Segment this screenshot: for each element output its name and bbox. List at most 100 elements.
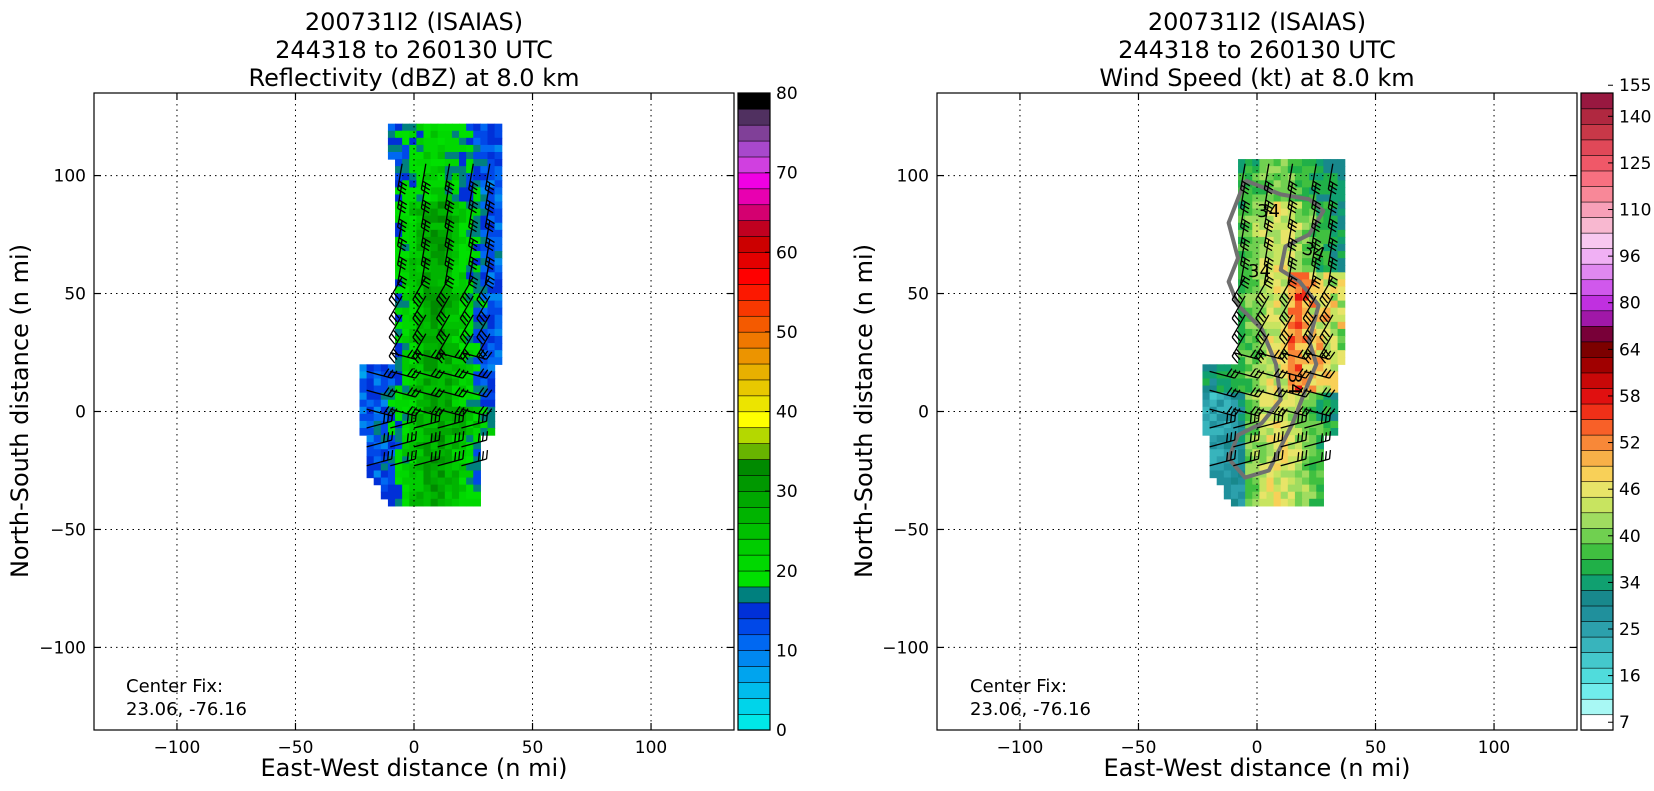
wind-barb [1280,387,1312,398]
wind-barb [459,276,474,307]
colorbar-tick-label: 80 [776,84,798,104]
wind-barb [1327,201,1338,233]
x-tick-label: 50 [522,738,544,758]
wind-barb [412,276,427,307]
panel-reflectivity: 200731I2 (ISAIAS) 244318 to 260130 UTC R… [6,8,798,782]
colorbar-segment [737,140,771,158]
wind-barb [1209,368,1241,379]
colorbar-segment [737,204,771,222]
colorbar-reflectivity: 0 10 20 30 40 50 60 70 80 [737,84,798,741]
contour-label: 34 [1257,201,1280,222]
wind-barb [444,201,455,233]
wind-barb [366,431,394,448]
wind-barb [1319,295,1334,326]
colorbar-segment [1580,279,1614,296]
colorbar-tick-label: 16 [1619,667,1641,687]
y-tick-label: 0 [75,403,86,423]
wind-barb [1209,387,1241,398]
wind-barb [461,450,489,467]
wind-barb [388,276,403,307]
wind-barb [1311,220,1322,252]
colorbar-segment [1580,123,1614,141]
wind-barb [1263,182,1274,214]
colorbar-segment [737,315,771,333]
wind-barb [420,182,431,214]
colorbar-segment [737,634,771,651]
wind-barb [1304,450,1332,467]
wind-barb [1233,387,1265,398]
wind-barb [366,368,398,379]
colorbar-segment [1580,698,1614,716]
wind-barb [437,431,465,448]
wind-barb [1311,163,1322,195]
wind-barb [366,450,394,467]
colorbar-tick-label: 155 [1619,76,1651,96]
colorbar-segment [1580,170,1614,187]
colorbar-segment [737,490,771,508]
x-tick-label: −50 [1121,738,1157,758]
y-tick-label: −100 [882,638,929,658]
wind-barb [476,314,491,345]
wind-barb [1239,220,1251,252]
wind-barb [461,431,489,448]
colorbar-segment [1580,636,1614,653]
colorbar-tick-label: 46 [1619,480,1641,500]
wind-barb [413,368,445,379]
colorbar-segment [737,395,771,413]
wind-barb [1311,201,1322,233]
colorbar-segment [737,267,771,285]
colorbar-segment [1580,232,1614,249]
wind-barb [1311,182,1322,214]
wind-barb [468,239,479,271]
wind-barb [1278,314,1294,345]
wind-barb [396,239,408,271]
y-tick-label: 0 [918,403,929,423]
wind-barb [413,450,441,467]
colorbar-tick-label: 30 [776,482,798,502]
wind-barb [484,258,495,289]
wind-barb [1256,387,1288,398]
wind-barb [444,220,455,252]
wind-barb [468,258,479,289]
colorbar-segment [737,665,771,683]
wind-barb [468,220,479,252]
y-tick-label: 50 [64,285,86,305]
colorbar-segment [1580,589,1614,607]
center-fix-value: 23.06, -76.16 [970,699,1091,720]
wind-barbs [366,163,495,467]
colorbar-segment [737,458,771,476]
wind-barb [413,387,445,398]
colorbar-segment [737,602,771,620]
wind-barb [1239,201,1251,233]
colorbar-tick-label: 110 [1619,201,1651,221]
colorbar-segment [737,220,771,237]
wind-barb [461,368,493,379]
colorbar-segment [737,283,771,301]
wind-barb [390,450,417,467]
wind-barb [459,295,474,326]
colorbar-segment [737,522,771,540]
title-line-2: 244318 to 260130 UTC [1118,36,1396,64]
wind-barb [1263,201,1274,233]
wind-barb [1280,412,1308,429]
colorbar-tick-label: 34 [1619,573,1641,593]
wind-barb [390,412,417,429]
wind-barb [420,239,431,271]
colorbar-tick-label: 40 [776,403,798,423]
wind-barb [1239,182,1251,214]
colorbar-tick-label: 140 [1619,107,1651,127]
colorbar-segment [737,379,771,397]
wind-barb [1280,450,1308,467]
colorbar-wind-speed: 7 16 25 34 40 46 52 58 64 80 96 110 125 140 155 [1580,76,1651,733]
colorbar-segment [737,697,771,715]
34kt-contour [1226,178,1326,480]
wind-barb [1280,431,1308,448]
wind-barb [390,349,422,360]
colorbar-segment [1580,185,1614,203]
colorbar-segment [737,443,771,460]
wind-barb [396,182,408,214]
colorbar-segment [737,92,771,110]
wind-barb [1304,387,1336,398]
wind-barb [1233,431,1260,448]
colorbar-segment [1580,216,1614,234]
